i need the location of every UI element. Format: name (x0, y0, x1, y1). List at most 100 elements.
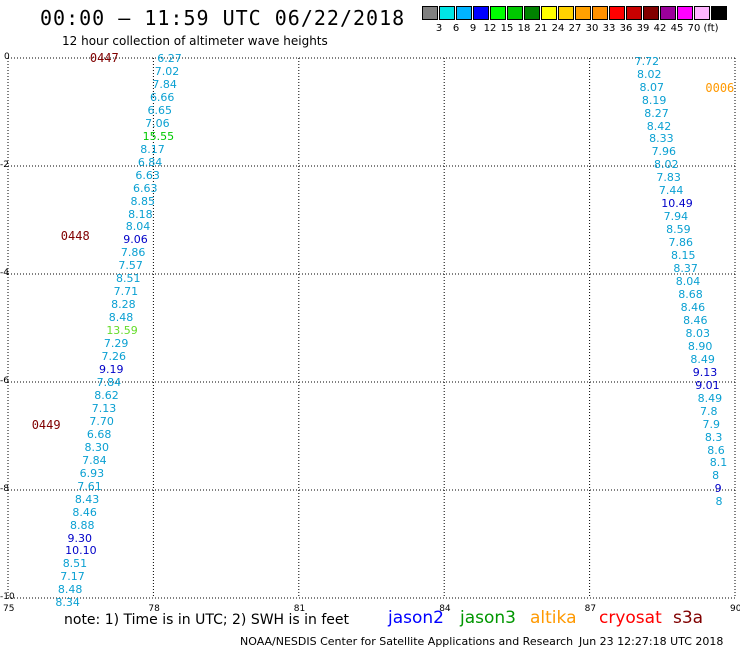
legend-label: 36 (619, 23, 633, 34)
legend-label: 45 (670, 23, 684, 34)
wave-height-value: 8.46 (680, 300, 706, 314)
wave-height-value: 8.85 (130, 194, 156, 208)
satellite-name: s3a (673, 608, 704, 628)
wave-height-value: 13.59 (106, 324, 138, 338)
wave-height-value: 6.66 (149, 90, 175, 104)
legend-swatch (677, 6, 693, 20)
legend-swatch (575, 6, 591, 20)
legend-label: 30 (585, 23, 599, 34)
legend-swatch (473, 6, 489, 20)
wave-height-value: 6.63 (135, 168, 160, 182)
wave-height-value: 6.65 (147, 103, 173, 117)
legend-swatch (456, 6, 472, 20)
wave-height-value: 10.10 (65, 544, 97, 558)
satellite-name: jason3 (460, 608, 516, 628)
wave-height-value: 8.30 (84, 440, 110, 454)
legend-label: 21 (534, 23, 548, 34)
wave-height-value: 8.3 (704, 430, 723, 444)
wave-height-value: 8.88 (69, 518, 95, 532)
legend-swatch (592, 6, 608, 20)
wave-height-value: 6.84 (137, 155, 163, 169)
wave-height-value: 8.90 (687, 339, 713, 353)
wave-height-value: 9.19 (99, 363, 124, 377)
wave-height-value: 8.43 (74, 492, 100, 506)
wave-height-value: 8.27 (644, 106, 669, 120)
wave-height-value: 8.28 (111, 298, 136, 312)
wave-height-value: 8.04 (125, 220, 151, 234)
wave-height-value: 6.68 (86, 427, 112, 441)
legend-label: (ft) (703, 23, 719, 34)
wave-height-value: 8 (715, 495, 723, 509)
wave-height-value: 7.61 (77, 479, 102, 493)
y-tick-label: -8 (0, 484, 9, 494)
satellite-name: altika (530, 608, 577, 628)
wave-height-value: 6.93 (79, 466, 105, 480)
wave-height-value: 8.02 (653, 158, 679, 172)
legend-label: 24 (551, 23, 565, 34)
legend-label: 27 (568, 23, 582, 34)
legend-swatch (490, 6, 506, 20)
wave-height-value: 7.06 (145, 116, 170, 130)
wave-height-value: 7.70 (89, 414, 114, 428)
satellite-name: cryosat (599, 608, 662, 628)
legend-label: 70 (687, 23, 701, 34)
legend-swatch (660, 6, 676, 20)
y-tick-label: -4 (0, 268, 9, 278)
y-tick-label: -2 (0, 160, 9, 170)
legend-swatch (643, 6, 659, 20)
wave-height-value: 7.13 (91, 401, 117, 415)
wave-height-value: 8.46 (683, 313, 708, 327)
legend-label: 15 (500, 23, 514, 34)
legend-swatch (626, 6, 642, 20)
wave-height-value: 8.48 (108, 311, 134, 325)
wave-height-value: 7.8 (700, 404, 718, 418)
wave-height-value: 8.46 (72, 505, 97, 519)
pass-time-label: 0447 (89, 51, 119, 65)
wave-height-value: 8 (712, 469, 720, 483)
wave-height-value: 8.6 (707, 443, 725, 457)
wave-height-value: 8.33 (649, 132, 674, 146)
wave-height-value: 8.17 (140, 142, 165, 156)
legend-swatch (524, 6, 540, 20)
legend-swatch (422, 6, 438, 20)
wave-height-value: 7.86 (668, 236, 694, 250)
wave-height-value: 8.49 (697, 391, 723, 405)
wave-height-value: 7.17 (60, 570, 85, 584)
timestamp: Jun 23 12:27:18 UTC 2018 (579, 635, 724, 648)
wave-height-value: 8.68 (678, 287, 703, 301)
wave-height-value: 6.63 (132, 181, 158, 195)
legend-swatch (541, 6, 557, 20)
wave-height-value: 8.15 (670, 249, 696, 263)
wave-height-value: 8.19 (641, 93, 667, 107)
wave-height-value: 8.02 (637, 67, 662, 81)
wave-height-value: 7.26 (101, 350, 126, 364)
wave-height-value: 8.37 (673, 262, 698, 276)
x-tick-label: 78 (148, 604, 160, 614)
y-tick-label: -6 (0, 376, 9, 386)
wave-height-value: 7.44 (658, 184, 684, 198)
wave-height-value: 8.18 (128, 207, 153, 221)
pass-time-label: 0449 (31, 418, 61, 433)
legend-label: 39 (636, 23, 650, 34)
wave-height-value: 15.55 (142, 129, 175, 143)
wave-height-value: 8.59 (666, 223, 691, 237)
wave-height-value: 7.72 (634, 54, 660, 68)
legend-swatch (439, 6, 455, 20)
footnote: note: 1) Time is in UTC; 2) SWH is in fe… (64, 612, 350, 628)
legend-label: 12 (483, 23, 497, 34)
chart-subtitle: 12 hour collection of altimeter wave hei… (62, 34, 328, 48)
legend-label: 6 (452, 23, 460, 34)
wave-height-value: 8.03 (685, 326, 710, 340)
wave-height-value: 6.27 (157, 52, 182, 65)
y-tick-label: -10 (0, 592, 15, 602)
credit-line: NOAA/NESDIS Center for Satellite Applica… (240, 635, 574, 648)
wave-height-value: 7.84 (82, 453, 107, 467)
legend-label: 42 (653, 23, 667, 34)
legend-swatch (711, 6, 727, 20)
wave-height-value: 7.71 (113, 285, 139, 299)
wave-height-value: 7.86 (120, 246, 146, 260)
wave-height-value: 9.01 (695, 378, 720, 392)
wave-height-value: 8.48 (57, 583, 83, 597)
pass-time-label: 0448 (60, 229, 90, 244)
